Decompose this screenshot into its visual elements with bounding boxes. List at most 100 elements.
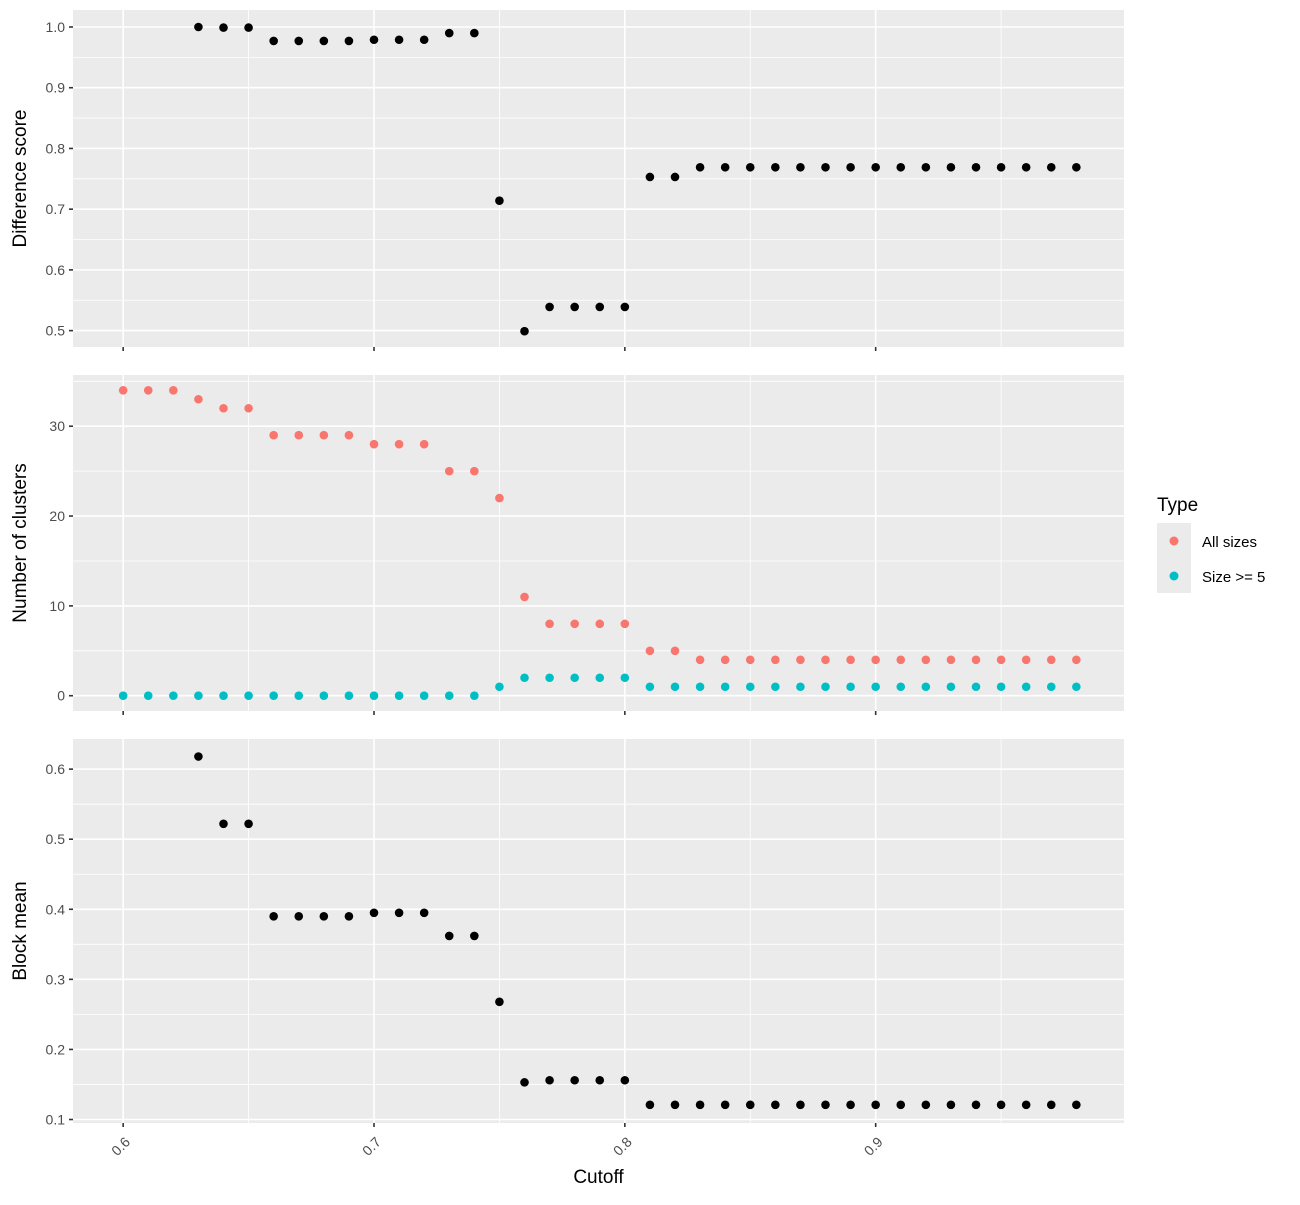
y-tick-label: 0.2 xyxy=(46,1041,66,1057)
data-point xyxy=(294,36,304,46)
data-point xyxy=(971,655,981,665)
series-points xyxy=(194,22,1081,336)
data-point xyxy=(620,673,630,683)
x-axis-title: Cutoff xyxy=(573,1167,624,1188)
data-point xyxy=(570,1075,579,1085)
data-point xyxy=(470,931,479,941)
data-point xyxy=(495,997,504,1007)
data-point xyxy=(545,619,554,629)
panel-middle: 0 10 20 30 Number of clusters xyxy=(10,375,1124,715)
data-point xyxy=(344,911,354,921)
data-point xyxy=(269,691,278,701)
legend: Type All sizes Size >= 5 xyxy=(1157,495,1265,593)
data-point xyxy=(971,1100,981,1110)
data-point xyxy=(118,385,128,395)
data-point xyxy=(946,1100,956,1110)
data-point xyxy=(720,162,730,172)
y-tick-label: 0.4 xyxy=(46,901,66,917)
data-point xyxy=(745,162,755,172)
data-point xyxy=(771,1100,780,1110)
data-point xyxy=(996,1100,1006,1110)
data-point xyxy=(470,691,479,701)
data-point xyxy=(294,430,304,440)
panels-group: 0.5 0.6 0.7 0.8 0.9 1.0 Difference score 0 10 20 3… xyxy=(10,10,1124,1188)
data-point xyxy=(846,162,855,172)
data-point xyxy=(520,326,529,336)
data-point xyxy=(194,691,203,701)
data-point xyxy=(1072,1100,1081,1110)
data-point xyxy=(896,1100,906,1110)
x-tick-label: 0.8 xyxy=(610,1134,635,1159)
data-point xyxy=(118,691,128,701)
data-point xyxy=(444,691,454,701)
data-point xyxy=(971,162,981,172)
data-point xyxy=(570,673,579,683)
data-point xyxy=(319,911,329,921)
data-point xyxy=(344,430,354,440)
data-point xyxy=(444,28,454,38)
data-point xyxy=(670,1100,680,1110)
data-point xyxy=(896,655,906,665)
x-tick-label: 0.6 xyxy=(108,1134,133,1159)
data-point xyxy=(319,691,329,701)
y-axis-title: Block mean xyxy=(10,881,31,980)
data-point xyxy=(871,682,880,692)
y-tick-label: 20 xyxy=(49,508,65,524)
data-point xyxy=(570,619,579,629)
data-point xyxy=(720,655,730,665)
data-point xyxy=(670,646,680,656)
data-point xyxy=(143,691,153,701)
data-point xyxy=(771,655,780,665)
data-point xyxy=(244,691,253,701)
data-point xyxy=(319,430,329,440)
data-point xyxy=(1046,682,1056,692)
series-points xyxy=(194,752,1081,1110)
data-point xyxy=(871,1100,880,1110)
data-point xyxy=(821,655,830,665)
data-point xyxy=(545,1075,554,1085)
y-tick-label: 0.7 xyxy=(46,201,66,217)
data-point xyxy=(645,646,655,656)
data-point xyxy=(369,35,379,45)
data-point xyxy=(244,819,253,829)
y-axis-title: Number of clusters xyxy=(10,463,31,622)
data-point xyxy=(219,23,228,32)
data-point xyxy=(896,162,906,172)
data-point xyxy=(946,682,956,692)
data-point xyxy=(419,908,429,918)
data-point xyxy=(620,302,630,312)
data-point xyxy=(670,682,680,692)
data-point xyxy=(219,691,228,701)
data-point xyxy=(796,162,805,172)
data-point xyxy=(419,439,429,449)
x-tick-label: 0.7 xyxy=(359,1134,384,1159)
data-point xyxy=(244,23,253,32)
data-point xyxy=(520,592,529,602)
data-point xyxy=(971,682,981,692)
data-point xyxy=(244,403,253,413)
legend-key-background xyxy=(1157,523,1191,593)
y-tick-label: 0.3 xyxy=(46,971,66,987)
data-point xyxy=(595,619,605,629)
y-tick-label: 0.5 xyxy=(46,323,66,339)
y-tick-label: 0.8 xyxy=(46,140,66,156)
legend-key-all-sizes xyxy=(1169,536,1179,546)
legend-key-size-ge-5 xyxy=(1169,571,1179,581)
data-point xyxy=(369,691,379,701)
data-point xyxy=(1046,655,1056,665)
data-point xyxy=(169,385,178,395)
y-tick-label: 0.1 xyxy=(46,1111,66,1127)
series-all-sizes xyxy=(118,385,1081,665)
data-point xyxy=(1072,655,1081,665)
data-point xyxy=(645,172,655,182)
data-point xyxy=(545,673,554,683)
data-point xyxy=(470,466,479,476)
panel-background xyxy=(73,375,1124,711)
y-tick-label: 0.9 xyxy=(46,80,66,96)
data-point xyxy=(294,911,304,921)
data-point xyxy=(695,162,705,172)
data-point xyxy=(194,22,203,32)
panel-background xyxy=(73,739,1124,1123)
y-axis-title: Difference score xyxy=(10,110,31,248)
